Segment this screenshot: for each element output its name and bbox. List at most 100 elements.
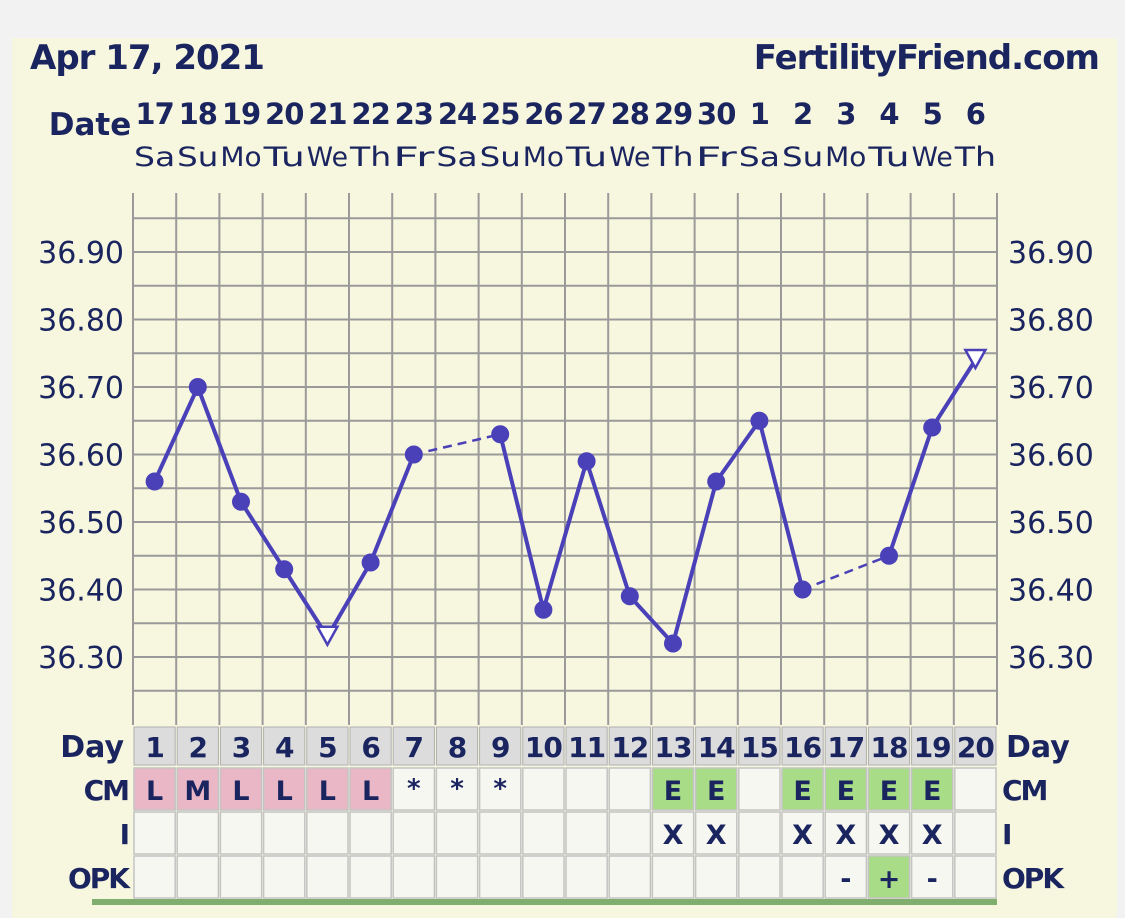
cycle-day-cell	[306, 726, 349, 766]
cycle-day-label: 1	[145, 731, 163, 764]
y-tick-label-left: 36.90	[38, 236, 124, 271]
date-label: 30	[697, 97, 735, 131]
cycle-day-cell	[738, 726, 781, 766]
cycle-day-cell	[911, 726, 954, 766]
date-label: 4	[879, 97, 898, 131]
cm-cell	[133, 767, 176, 811]
cm-cell	[565, 767, 608, 811]
temp-line	[757, 420, 805, 590]
date-label: 22	[351, 97, 389, 131]
temp-point-discarded	[315, 625, 340, 648]
intercourse-cell	[176, 811, 220, 855]
temp-point	[577, 452, 596, 471]
day-row-label-left: Day	[60, 730, 124, 765]
cycle-day-label: 7	[405, 731, 423, 764]
weekday-label: Th	[349, 142, 391, 173]
cm-row-label-right: CM	[1002, 774, 1047, 807]
weekday-label: Su	[177, 142, 218, 173]
opk-cell	[133, 855, 176, 899]
opk-cell-value: -	[927, 864, 938, 895]
date-label: 25	[481, 97, 519, 131]
weekday-label: Mo	[523, 142, 564, 173]
date-label: 26	[524, 97, 562, 131]
temp-line	[628, 594, 675, 645]
cycle-day-cell	[133, 726, 176, 766]
date-label: 20	[265, 97, 303, 131]
temp-line	[930, 358, 978, 429]
opk-cell	[910, 855, 954, 899]
opk-cell	[781, 855, 824, 899]
date-label: 5	[923, 97, 942, 131]
temp-point	[361, 553, 380, 572]
weekday-label: We	[307, 142, 348, 173]
weekday-label: Mo	[825, 142, 866, 173]
cm-cell-value: E	[923, 776, 941, 807]
intercourse-cell	[738, 811, 781, 855]
temp-point	[232, 492, 250, 511]
cycle-day-label: 15	[741, 731, 778, 764]
opk-cell	[392, 855, 436, 899]
cm-cell	[435, 767, 479, 811]
weekday-label: We	[609, 142, 650, 173]
opk-cell	[954, 855, 997, 899]
cm-cell	[867, 767, 911, 811]
weekday-label: Mo	[220, 142, 261, 173]
opk-cell	[694, 855, 738, 899]
temp-line	[498, 433, 546, 611]
temp-point	[880, 546, 898, 565]
cm-cell	[392, 767, 436, 811]
cm-cell-value: E	[707, 776, 725, 807]
weekday-label: Su	[782, 142, 823, 173]
temp-point	[750, 411, 769, 430]
weekday-label: Su	[480, 142, 521, 173]
site-name[interactable]: FertilityFriend.com	[753, 38, 1100, 78]
cycle-day-cell	[349, 726, 392, 766]
cycle-day-cell	[651, 726, 695, 766]
temp-point-discarded	[963, 348, 988, 371]
cm-cell	[738, 767, 781, 811]
date-label: 19	[222, 97, 260, 131]
temp-line	[152, 386, 200, 483]
cycle-day-cell	[824, 726, 867, 766]
y-tick-label-left: 36.40	[38, 574, 124, 609]
cycle-day-cell	[263, 726, 306, 766]
intercourse-cell-value: X	[792, 820, 813, 851]
temp-point	[145, 472, 164, 491]
intercourse-cell	[349, 811, 392, 855]
cm-cell	[522, 767, 565, 811]
y-tick-label-left: 36.70	[38, 371, 124, 406]
cycle-day-cell	[479, 726, 522, 766]
intercourse-cell	[262, 811, 306, 855]
date-label: 3	[836, 97, 855, 131]
y-tick-label-right: 36.50	[1008, 506, 1094, 541]
temp-point	[275, 560, 294, 579]
cycle-day-label: 13	[655, 731, 692, 764]
temp-line-dashed	[802, 554, 890, 591]
weekday-label: Sa	[739, 142, 780, 173]
weekday-label: Th	[954, 142, 996, 173]
opk-cell	[306, 855, 349, 899]
cycle-day-cell	[608, 726, 651, 766]
intercourse-cell	[219, 811, 263, 855]
cm-cell	[608, 767, 652, 811]
cm-cell	[910, 767, 954, 811]
y-tick-label-left: 36.50	[38, 506, 124, 541]
cm-cell-value: E	[664, 776, 682, 807]
temp-line	[541, 460, 589, 611]
date-label: 29	[654, 97, 692, 131]
intercourse-cell	[478, 811, 522, 855]
intercourse-cell	[133, 811, 176, 855]
cycle-day-label: 17	[827, 731, 864, 764]
cycle-day-cell	[695, 726, 738, 766]
intercourse-row-label-right: I	[1002, 818, 1010, 851]
cm-cell	[478, 767, 522, 811]
cm-cell	[781, 767, 824, 811]
cm-cell	[954, 767, 997, 811]
cm-row-label-left: CM	[84, 774, 129, 807]
opk-cell-value: +	[878, 864, 901, 895]
temp-line	[325, 561, 373, 638]
temp-point	[188, 378, 207, 396]
opk-cell	[478, 855, 522, 899]
weekday-label: We	[912, 142, 953, 173]
cm-cell	[262, 767, 306, 811]
